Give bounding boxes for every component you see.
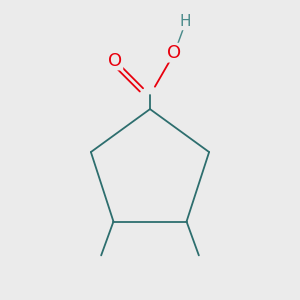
Text: H: H	[180, 14, 191, 29]
Text: O: O	[167, 44, 182, 62]
Text: O: O	[108, 52, 122, 70]
